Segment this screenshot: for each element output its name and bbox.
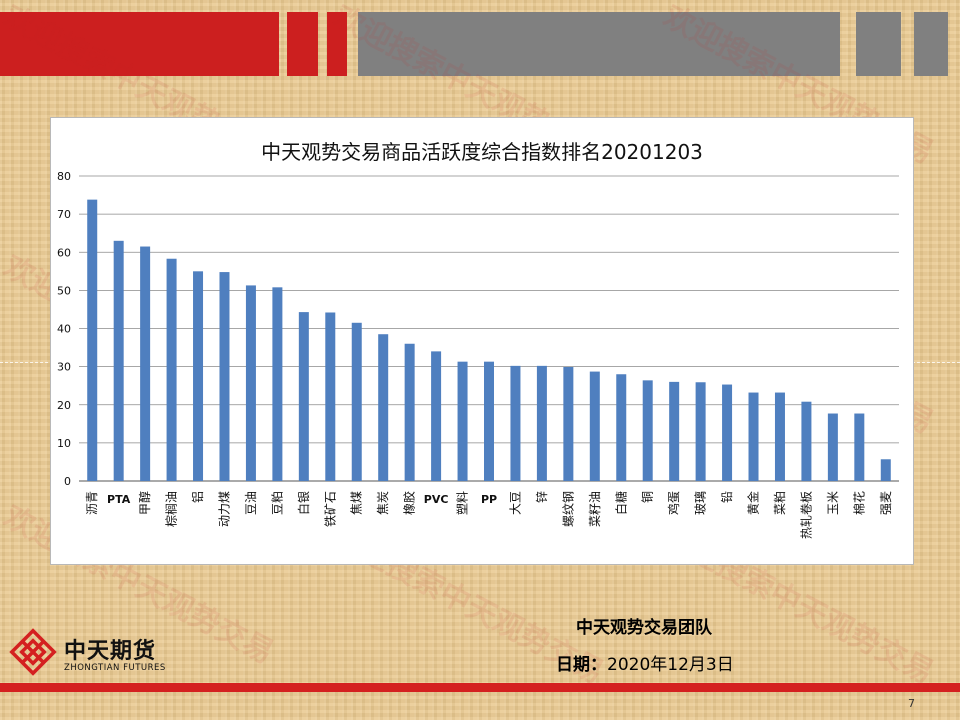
chart-title: 中天观势交易商品活跃度综合指数排名20201203 (261, 140, 703, 164)
bar (193, 271, 204, 481)
date-label: 日期： (556, 655, 607, 675)
header-gray-block-1 (358, 12, 840, 76)
x-tick-label: PVC (424, 493, 449, 506)
y-tick-label: 20 (57, 399, 71, 412)
bar (378, 334, 389, 481)
bar (589, 371, 600, 481)
x-tick-label: 棕榈油 (164, 491, 179, 527)
bar (219, 272, 230, 481)
x-tick-label: 棉花 (851, 491, 866, 515)
bar (431, 351, 442, 481)
bar (801, 401, 812, 481)
bar (722, 384, 733, 481)
bar (113, 240, 124, 481)
footer-red-bar (0, 683, 960, 692)
header-gray-block-3 (914, 12, 948, 76)
bar (457, 361, 468, 481)
x-tick-label: 白银 (296, 491, 311, 515)
x-tick-label: 橡胶 (402, 491, 417, 515)
x-tick-label: 螺纹钢 (561, 491, 575, 527)
y-tick-label: 10 (57, 437, 71, 450)
date-line: 日期：2020年12月3日 (556, 650, 734, 675)
x-tick-label: 菜粕 (772, 491, 787, 515)
x-tick-label: 热轧卷板 (798, 491, 813, 539)
x-tick-label: 玉米 (826, 491, 840, 515)
bar (404, 343, 415, 481)
date-value: 2020年12月3日 (607, 655, 734, 675)
x-tick-label: 焦炭 (376, 491, 390, 515)
x-tick-label: 豆粕 (269, 491, 284, 515)
y-tick-label: 80 (57, 170, 71, 183)
x-tick-label: 黄金 (746, 491, 761, 515)
bar (563, 367, 574, 481)
x-tick-label: 菜籽油 (588, 491, 602, 527)
bar (272, 287, 283, 481)
header-gray-block-2 (856, 12, 901, 76)
logo-knot-icon (9, 628, 57, 676)
y-tick-label: 70 (57, 208, 71, 221)
x-tick-label: 动力煤 (217, 491, 231, 527)
page-number: 7 (908, 697, 915, 710)
y-tick-label: 30 (57, 361, 71, 374)
bar (669, 381, 680, 481)
x-tick-label: 强麦 (879, 491, 893, 515)
bar (325, 312, 336, 481)
bar (695, 382, 706, 481)
bar (748, 392, 759, 481)
bar (536, 365, 547, 481)
bar (87, 199, 98, 481)
header-red-block-1 (0, 12, 279, 76)
x-tick-label: 玻璃 (694, 491, 708, 515)
bar-chart: 0 10 20 30 40 50 60 70 80 沥青 PTA 甲醇 棕榈油铝动力煤 豆油 豆粕 白银 铁矿石… (57, 170, 899, 539)
bar (642, 380, 653, 481)
y-tick-label: 60 (57, 246, 71, 259)
team-name: 中天观势交易团队 (576, 618, 712, 638)
x-tick-label: 豆油 (244, 491, 258, 515)
bar (298, 312, 309, 481)
x-tick-label: 大豆 (508, 491, 522, 515)
x-tick-label: 鸡蛋 (666, 491, 681, 515)
x-tick-label: 甲醇 (137, 491, 152, 515)
x-tick-label: 塑料 (455, 491, 470, 515)
bar (166, 258, 177, 481)
x-tick-label: 白糖 (613, 491, 628, 515)
bar (140, 246, 151, 481)
bar (351, 322, 362, 481)
bar (616, 374, 627, 481)
y-tick-label: 40 (57, 323, 71, 336)
x-tick-label: 锌 (535, 491, 549, 503)
x-tick-label: 铝 (190, 491, 205, 503)
header-red-block-2 (287, 12, 318, 76)
x-tick-label: 铜 (640, 491, 655, 503)
bar (510, 365, 521, 481)
logo-name-cn: 中天期货 (64, 639, 157, 664)
logo-name-en: ZHONGTIAN FUTURES (64, 663, 166, 673)
x-tick-label: 铁矿石 (323, 491, 337, 527)
chart-container: 中天观势交易商品活跃度综合指数排名20201203 0 10 20 30 40 50 60 7… (50, 117, 914, 565)
x-tick-label: PTA (107, 493, 131, 506)
x-tick-label: 沥青 (85, 491, 99, 515)
x-tick-label: 铅 (720, 491, 734, 503)
header-red-block-3 (327, 12, 347, 76)
x-tick-label: PP (481, 493, 497, 506)
y-tick-label: 0 (64, 475, 71, 488)
company-logo: 中天期货 ZHONGTIAN FUTURES (8, 625, 188, 680)
bar (245, 285, 256, 481)
bar (774, 392, 785, 481)
bar (484, 361, 494, 481)
x-tick-label: 焦煤 (350, 491, 364, 515)
bar (827, 413, 838, 481)
bar (854, 413, 865, 481)
y-tick-label: 50 (57, 284, 71, 297)
bar (880, 459, 891, 481)
